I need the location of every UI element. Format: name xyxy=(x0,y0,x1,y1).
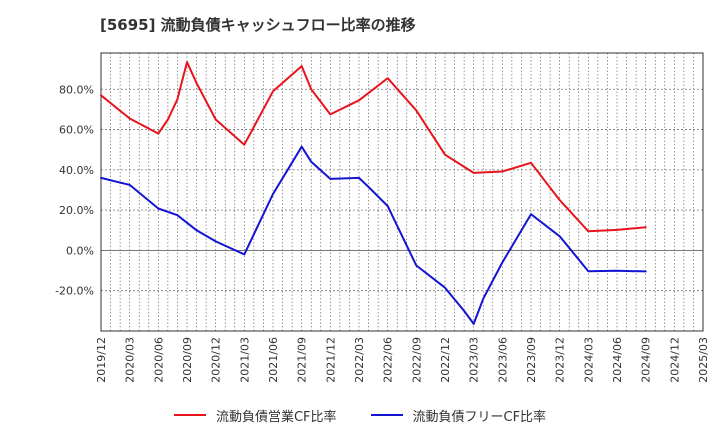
plot-border xyxy=(100,52,704,332)
x-tick-label: 2021/06 xyxy=(267,337,280,383)
y-tick-label: 80.0% xyxy=(59,83,94,96)
legend-label-free-cf: 流動負債フリーCF比率 xyxy=(412,409,547,425)
legend-swatch-operating-cf xyxy=(173,414,206,416)
y-tick-label: -20.0% xyxy=(55,285,94,298)
x-tick-label: 2021/09 xyxy=(296,337,309,383)
legend: 流動負債営業CF比率 流動負債フリーCF比率 xyxy=(0,404,720,426)
x-tick-label: 2021/03 xyxy=(238,337,251,383)
x-tick-label: 2020/03 xyxy=(124,337,137,383)
x-tick-label: 2025/03 xyxy=(697,337,710,383)
x-tick-label: 2022/06 xyxy=(382,337,395,383)
x-tick-label: 2023/03 xyxy=(468,337,481,383)
y-tick-label: 0.0% xyxy=(66,244,94,257)
x-tick-label: 2023/09 xyxy=(525,337,538,383)
y-tick-label: 60.0% xyxy=(59,124,94,137)
x-tick-label: 2022/09 xyxy=(410,337,423,383)
y-tick-label: 20.0% xyxy=(59,204,94,217)
y-tick-label: 40.0% xyxy=(59,164,94,177)
chart-title: [5695] 流動負債キャッシュフロー比率の推移 xyxy=(100,16,416,34)
x-tick-label: 2024/03 xyxy=(582,337,595,383)
x-tick-label: 2024/12 xyxy=(668,337,681,383)
legend-item-operating-cf: 流動負債営業CF比率 xyxy=(173,406,337,425)
x-tick-label: 2020/06 xyxy=(152,337,165,383)
x-tick-label: 2020/09 xyxy=(181,337,194,383)
legend-item-free-cf: 流動負債フリーCF比率 xyxy=(370,406,547,425)
x-tick-label: 2023/12 xyxy=(554,337,567,383)
x-tick-label: 2022/03 xyxy=(353,337,366,383)
plot-area xyxy=(101,53,703,331)
x-tick-label: 2019/12 xyxy=(95,337,108,383)
legend-label-operating-cf: 流動負債営業CF比率 xyxy=(215,409,337,425)
x-tick-label: 2020/12 xyxy=(210,337,223,383)
series-line-free-cf xyxy=(100,145,647,325)
x-tick-label: 2023/06 xyxy=(496,337,509,383)
x-tick-label: 2024/09 xyxy=(640,337,653,383)
x-tick-label: 2024/06 xyxy=(611,337,624,383)
legend-swatch-free-cf xyxy=(370,414,403,416)
x-tick-label: 2022/12 xyxy=(439,337,452,383)
x-tick-label: 2021/12 xyxy=(324,337,337,383)
series-line-operating-cf xyxy=(100,61,647,233)
